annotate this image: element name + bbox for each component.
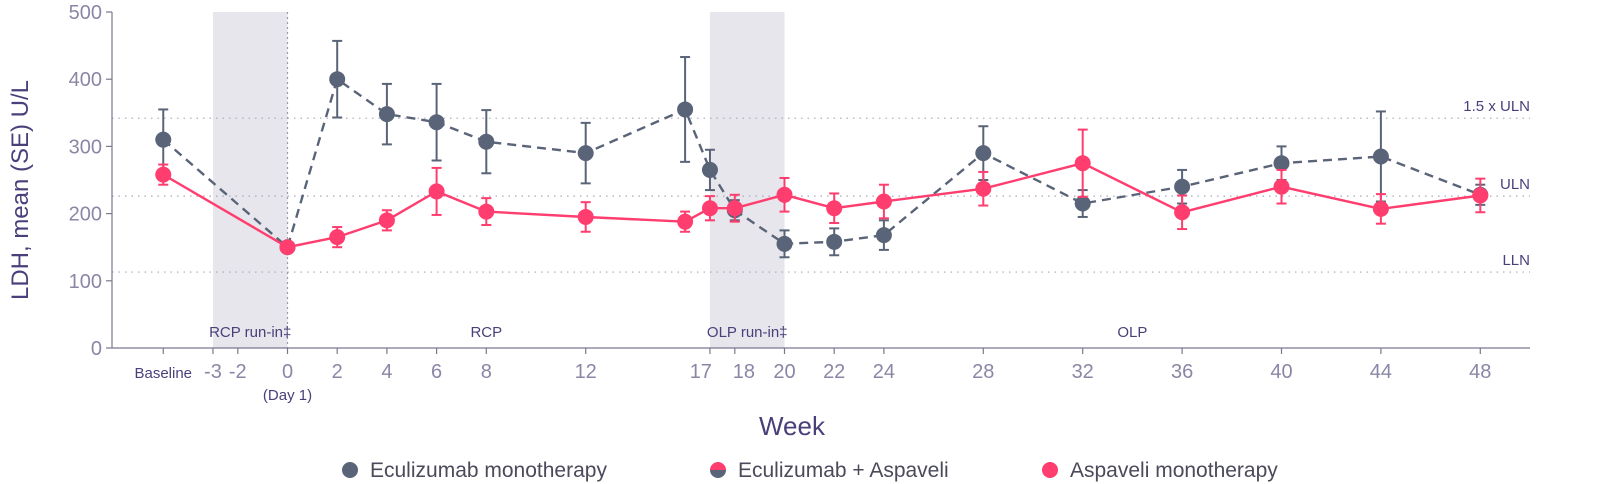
series-line-1 xyxy=(162,162,1481,249)
legend-marker-bottom-1 xyxy=(710,470,726,478)
x-tick-label-0: Baseline xyxy=(134,365,192,382)
x-tick-label-9: 17 xyxy=(690,361,712,383)
data-point-1-17 xyxy=(1372,200,1389,217)
data-point-1-1 xyxy=(279,239,296,256)
reference-label-2: LLN xyxy=(1502,252,1530,269)
x-tick-label-12: 22 xyxy=(823,361,845,383)
y-tick-label-4: 400 xyxy=(69,69,102,91)
data-point-0-12 xyxy=(875,227,892,244)
y-tick-label-2: 200 xyxy=(69,204,102,226)
x-tick-label-19: 48 xyxy=(1469,361,1491,383)
data-point-0-10 xyxy=(776,235,793,252)
data-point-0-5 xyxy=(478,133,495,150)
x-tick-label-6: 6 xyxy=(431,361,442,383)
data-point-1-10 xyxy=(776,186,793,203)
legend-label-1: Eculizumab + Aspaveli xyxy=(738,459,949,482)
data-point-1-9 xyxy=(726,200,743,217)
data-point-1-8 xyxy=(701,200,718,217)
data-point-1-15 xyxy=(1174,204,1191,221)
y-tick-label-5: 500 xyxy=(69,2,102,24)
x-tick-label-5: 4 xyxy=(381,361,392,383)
x-tick-label-10: 18 xyxy=(733,361,755,383)
y-tick-label-1: 100 xyxy=(69,271,102,293)
legend-label-2: Aspaveli monotherapy xyxy=(1070,459,1278,482)
data-point-0-17 xyxy=(1372,148,1389,165)
period-label-0: RCP run-in‡ xyxy=(209,324,291,341)
x-tick-label-3: 0 xyxy=(282,361,293,383)
period-label-2: OLP run-in‡ xyxy=(707,324,788,341)
data-point-0-3 xyxy=(378,106,395,123)
data-point-0-7 xyxy=(677,101,694,118)
data-point-1-2 xyxy=(329,229,346,246)
x-tick-label-7: 8 xyxy=(481,361,492,383)
x-tick-label-14: 28 xyxy=(972,361,994,383)
shaded-period-0 xyxy=(212,12,288,348)
data-point-1-3 xyxy=(378,212,395,229)
x-axis-title: Week xyxy=(759,411,826,441)
legend-marker-top-1 xyxy=(710,462,726,470)
data-point-0-4 xyxy=(428,114,445,131)
reference-label-0: 1.5 x ULN xyxy=(1463,98,1530,115)
x-tick-label-15: 32 xyxy=(1072,361,1094,383)
period-label-1: RCP xyxy=(470,324,502,341)
x-tick-label-16: 36 xyxy=(1171,361,1193,383)
data-point-1-12 xyxy=(875,193,892,210)
data-point-1-11 xyxy=(826,200,843,217)
data-point-1-7 xyxy=(677,213,694,230)
y-axis-title: LDH, mean (SE) U/L xyxy=(7,80,34,300)
data-point-1-5 xyxy=(478,203,495,220)
x-tick-label-13: 24 xyxy=(873,361,895,383)
x-tick-label-8: 12 xyxy=(575,361,597,383)
data-point-0-15 xyxy=(1174,178,1191,195)
x-tick-label-17: 40 xyxy=(1270,361,1292,383)
x-tick-label-11: 20 xyxy=(773,361,795,383)
data-point-1-16 xyxy=(1273,178,1290,195)
y-tick-label-3: 300 xyxy=(69,136,102,158)
legend-marker-0 xyxy=(342,462,358,478)
data-point-1-13 xyxy=(975,180,992,197)
x-tick-label-1: -3 xyxy=(204,361,222,383)
x-tick-label-4: 2 xyxy=(332,361,343,383)
day1-label: (Day 1) xyxy=(263,387,312,404)
data-point-1-0 xyxy=(155,166,172,183)
data-point-0-2 xyxy=(329,71,346,88)
shaded-period-1 xyxy=(709,12,785,348)
data-point-1-14 xyxy=(1074,155,1091,172)
data-point-0-16 xyxy=(1273,155,1290,172)
reference-label-1: ULN xyxy=(1500,176,1530,193)
y-tick-label-0: 0 xyxy=(91,338,102,360)
data-point-0-0 xyxy=(155,131,172,148)
x-tick-label-18: 44 xyxy=(1370,361,1392,383)
data-point-0-8 xyxy=(701,161,718,178)
data-point-1-4 xyxy=(428,183,445,200)
period-label-3: OLP xyxy=(1117,324,1147,341)
data-point-0-11 xyxy=(826,233,843,250)
x-tick-label-2: -2 xyxy=(229,361,247,383)
data-point-1-18 xyxy=(1472,187,1489,204)
legend-label-0: Eculizumab monotherapy xyxy=(370,459,607,482)
data-point-0-13 xyxy=(975,145,992,162)
data-point-0-14 xyxy=(1074,195,1091,212)
data-point-1-6 xyxy=(577,208,594,225)
data-point-0-6 xyxy=(577,145,594,162)
legend-marker-2 xyxy=(1042,462,1058,478)
